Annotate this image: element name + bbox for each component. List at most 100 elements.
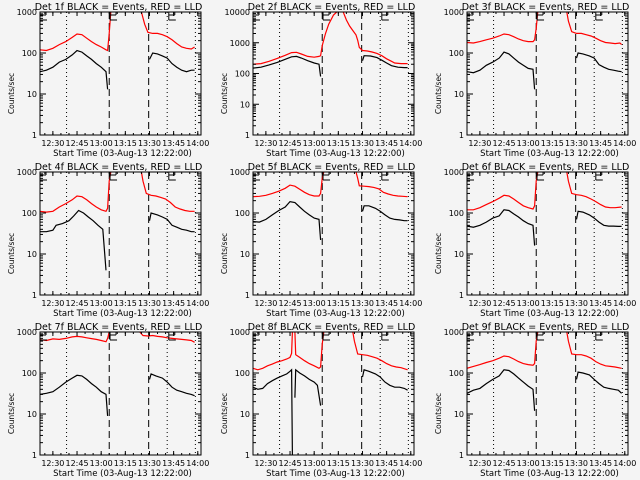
panel-det-8f: Det 8f BLACK = Events, RED = LLD 1 10 100 10… (220, 322, 422, 479)
y-tick-label: 1000 (17, 168, 37, 177)
plot-frame (252, 331, 415, 456)
marker-e (168, 332, 176, 341)
x-axis-label: Start Time (03-Aug-13 12:22:00) (53, 469, 192, 479)
series-line-events (467, 369, 623, 411)
y-tick-label: 10 (27, 250, 37, 259)
series-group (467, 332, 623, 411)
plot-frame (466, 11, 629, 136)
y-tick-label: 100 (22, 369, 37, 378)
y-tick-label: 1 (245, 131, 250, 140)
panel-title: Det 1f BLACK = Events, RED = LLD (35, 2, 203, 13)
x-tick-label: 13:00 (517, 459, 540, 468)
marker-e (595, 172, 603, 181)
panel-det-4f: Det 4f BLACK = Events, RED = LLD 1 10 100 10… (7, 162, 209, 319)
marker-b (322, 12, 331, 21)
x-axis-label: Start Time (03-Aug-13 12:22:00) (480, 309, 619, 319)
y-tick-label: 1 (459, 451, 464, 460)
y-axis-label: Counts/sec (7, 233, 16, 274)
marker-b (536, 12, 545, 21)
series-line-lld (253, 12, 408, 65)
plot-frame (39, 171, 202, 296)
x-tick-label: 12:45 (278, 139, 301, 148)
x-tick-label: 14:00 (399, 299, 422, 308)
x-axis-label: Start Time (03-Aug-13 12:22:00) (53, 149, 192, 159)
plot-frame (252, 171, 415, 296)
panel-title: Det 9f BLACK = Events, RED = LLD (462, 322, 630, 333)
y-tick-label: 10 (454, 410, 464, 419)
marker-e (595, 12, 603, 21)
marker-glyph (381, 12, 389, 21)
y-tick-label: 1 (459, 291, 464, 300)
series-group (40, 332, 195, 416)
x-tick-label: 12:45 (65, 139, 88, 148)
y-tick-label: 10 (454, 250, 464, 259)
x-tick-label: 12:45 (492, 459, 515, 468)
plot-frame (39, 11, 202, 136)
x-tick-label: 12:30 (41, 459, 64, 468)
y-tick-label: 1000 (444, 8, 464, 17)
series-line-events (467, 209, 622, 246)
marker-b (322, 332, 331, 341)
x-axis-label: Start Time (03-Aug-13 12:22:00) (480, 149, 619, 159)
x-tick-label: 14:00 (186, 139, 209, 148)
y-tick-label: 1 (245, 451, 250, 460)
x-tick-label: 12:30 (254, 299, 277, 308)
plot-frame (466, 171, 629, 296)
y-axis-label: Counts/sec (220, 393, 229, 434)
x-tick-label: 13:00 (303, 459, 326, 468)
series-line-events (40, 209, 195, 271)
x-tick-label: 14:00 (186, 459, 209, 468)
x-tick-label: 14:00 (613, 139, 636, 148)
y-tick-label: 1 (32, 291, 37, 300)
series-line-lld (467, 332, 622, 369)
y-tick-label: 100 (449, 209, 464, 218)
series-line-events (253, 368, 408, 455)
x-tick-label: 13:45 (375, 459, 398, 468)
y-tick-label: 10000 (225, 8, 250, 17)
y-axis-label: Counts/sec (7, 73, 16, 114)
y-tick-label: 1000 (230, 328, 250, 337)
x-tick-label: 13:15 (114, 299, 137, 308)
panel-title: Det 4f BLACK = Events, RED = LLD (35, 162, 203, 173)
x-tick-label: 14:00 (613, 299, 636, 308)
panel-det-6f: Det 6f BLACK = Events, RED = LLD 1 10 100 10… (434, 162, 636, 319)
marker-glyph (595, 12, 603, 21)
x-tick-label: 12:30 (254, 459, 277, 468)
series-line-events (253, 200, 408, 241)
series-line-events (40, 373, 195, 416)
x-tick-label: 13:45 (162, 139, 185, 148)
marker-glyph (168, 332, 176, 341)
x-tick-label: 13:45 (589, 139, 612, 148)
x-tick-label: 13:45 (162, 299, 185, 308)
marker-b (322, 172, 331, 181)
y-tick-label: 1000 (230, 39, 250, 48)
marker-e (595, 332, 603, 341)
x-tick-label: 13:15 (541, 459, 564, 468)
series-line-lld (40, 172, 195, 213)
marker-b (536, 172, 545, 181)
y-tick-label: 10 (27, 90, 37, 99)
y-tick-label: 100 (22, 49, 37, 58)
x-tick-label: 12:30 (254, 139, 277, 148)
marker-b (109, 12, 118, 21)
y-tick-label: 100 (449, 49, 464, 58)
x-tick-label: 13:30 (351, 139, 374, 148)
y-tick-label: 10 (240, 250, 250, 259)
series-group (467, 12, 623, 90)
y-tick-label: 10 (454, 90, 464, 99)
panel-title: Det 8f BLACK = Events, RED = LLD (248, 322, 416, 333)
series-line-events (467, 51, 622, 90)
marker-e (168, 172, 176, 181)
y-tick-label: 10 (240, 100, 250, 109)
marker-glyph (595, 332, 603, 341)
series-group (40, 12, 195, 90)
series-group (253, 12, 408, 77)
plot-frame (39, 331, 202, 456)
y-tick-label: 1000 (444, 328, 464, 337)
x-tick-label: 13:30 (565, 459, 588, 468)
panel-det-1f: Det 1f BLACK = Events, RED = LLD 1 10 100 10… (7, 2, 209, 159)
y-axis-label: Counts/sec (434, 233, 443, 274)
series-line-lld (467, 172, 622, 211)
x-tick-label: 12:30 (468, 459, 491, 468)
